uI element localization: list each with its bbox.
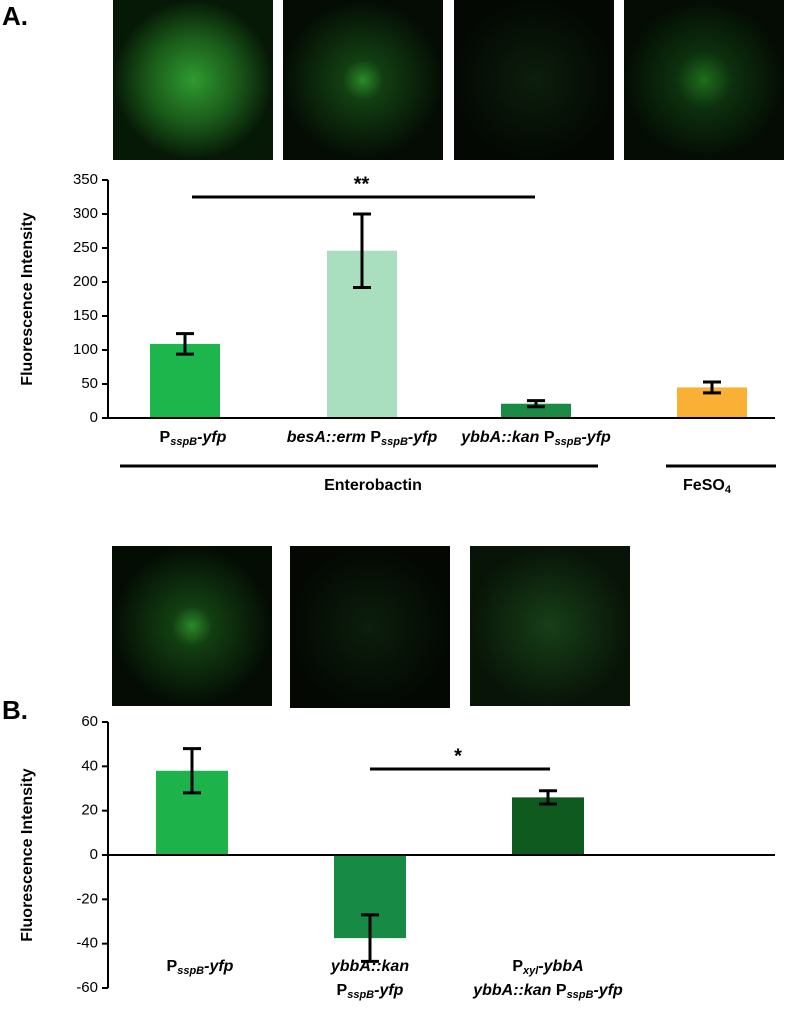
x-tick-label: PsspB-yfp: [167, 958, 234, 977]
label-part: -yfp: [593, 982, 623, 999]
significance-label: *: [454, 745, 462, 767]
label-part: 4: [725, 484, 732, 496]
label-part: Enterobactin: [324, 477, 422, 494]
y-tick-label: 150: [73, 307, 98, 324]
x-tick-label: PsspB-yfp: [337, 982, 404, 1001]
label-part: -yfp: [204, 958, 234, 975]
y-tick-label: 0: [90, 409, 98, 426]
x-tick-label: ybbA::kan: [330, 958, 409, 975]
label-part: P: [167, 958, 178, 975]
y-tick-label: 0: [90, 846, 98, 863]
y-tick-label: -60: [76, 979, 98, 996]
label-part: sspB: [381, 436, 408, 448]
x-tick-label: besA::erm PsspB-yfp: [287, 429, 438, 448]
label-part: sspB: [567, 989, 594, 1001]
label-part: P: [539, 429, 554, 446]
micrograph: [283, 0, 443, 160]
x-tick-label: Pxyl-ybbA: [512, 958, 583, 977]
bar: [150, 343, 220, 418]
micrographs-a: [113, 0, 784, 160]
label-part: -ybbA: [538, 958, 583, 975]
label-part: sspB: [177, 965, 204, 977]
y-tick-label: 100: [73, 341, 98, 358]
panel-label: B.: [2, 695, 28, 725]
error-bar: [703, 380, 721, 395]
error-bar: [539, 789, 557, 806]
bar: [501, 403, 571, 418]
y-tick-label: 20: [81, 802, 98, 819]
y-tick-label: -20: [76, 890, 98, 907]
error-bar: [353, 212, 371, 289]
label-part: -yfp: [581, 429, 611, 446]
bar: [512, 797, 584, 855]
micrograph: [113, 0, 273, 160]
label-part: sspB: [170, 436, 197, 448]
group-label: Enterobactin: [324, 477, 422, 494]
x-tick-label: ybbA::kan PsspB-yfp: [460, 429, 611, 448]
micrograph: [470, 546, 630, 706]
label-part: P: [337, 982, 348, 999]
error-bar: [176, 332, 194, 356]
x-tick-label: PsspB-yfp: [160, 429, 227, 448]
y-tick-label: 60: [81, 713, 98, 730]
y-tick-label: 40: [81, 757, 98, 774]
label-part: FeSO: [683, 477, 725, 494]
panel-label: A.: [2, 1, 28, 31]
label-part: sspB: [347, 989, 374, 1001]
error-bar: [361, 913, 379, 963]
label-part: -yfp: [197, 429, 227, 446]
label-part: ybbA::kan: [472, 982, 551, 999]
y-tick-label: 50: [81, 375, 98, 392]
label-part: P: [160, 429, 171, 446]
significance-label: **: [354, 173, 370, 195]
y-axis-label: Fluorescence Intensity: [19, 768, 36, 941]
label-part: P: [512, 958, 523, 975]
error-bar: [183, 747, 201, 795]
y-tick-label: 250: [73, 239, 98, 256]
x-tick-label: ybbA::kan PsspB-yfp: [472, 982, 623, 1001]
label-part: ybbA::kan: [330, 958, 409, 975]
label-part: -yfp: [374, 982, 404, 999]
label-part: -yfp: [408, 429, 438, 446]
error-bar: [527, 399, 545, 409]
micrograph: [290, 546, 450, 708]
label-part: sspB: [555, 436, 582, 448]
label-part: xyl: [522, 965, 539, 977]
micrograph: [112, 546, 272, 706]
label-part: P: [366, 429, 381, 446]
y-tick-label: 200: [73, 273, 98, 290]
y-tick-label: -40: [76, 935, 98, 952]
y-axis-label: Fluorescence Intensity: [19, 212, 36, 385]
micrographs-b: [112, 546, 630, 708]
label-part: besA::erm: [287, 429, 366, 446]
group-label: FeSO4: [683, 477, 732, 496]
label-part: P: [551, 982, 566, 999]
y-tick-label: 300: [73, 205, 98, 222]
y-tick-label: 350: [73, 171, 98, 188]
label-part: ybbA::kan: [460, 429, 539, 446]
micrograph: [624, 0, 784, 160]
micrograph: [454, 0, 614, 160]
